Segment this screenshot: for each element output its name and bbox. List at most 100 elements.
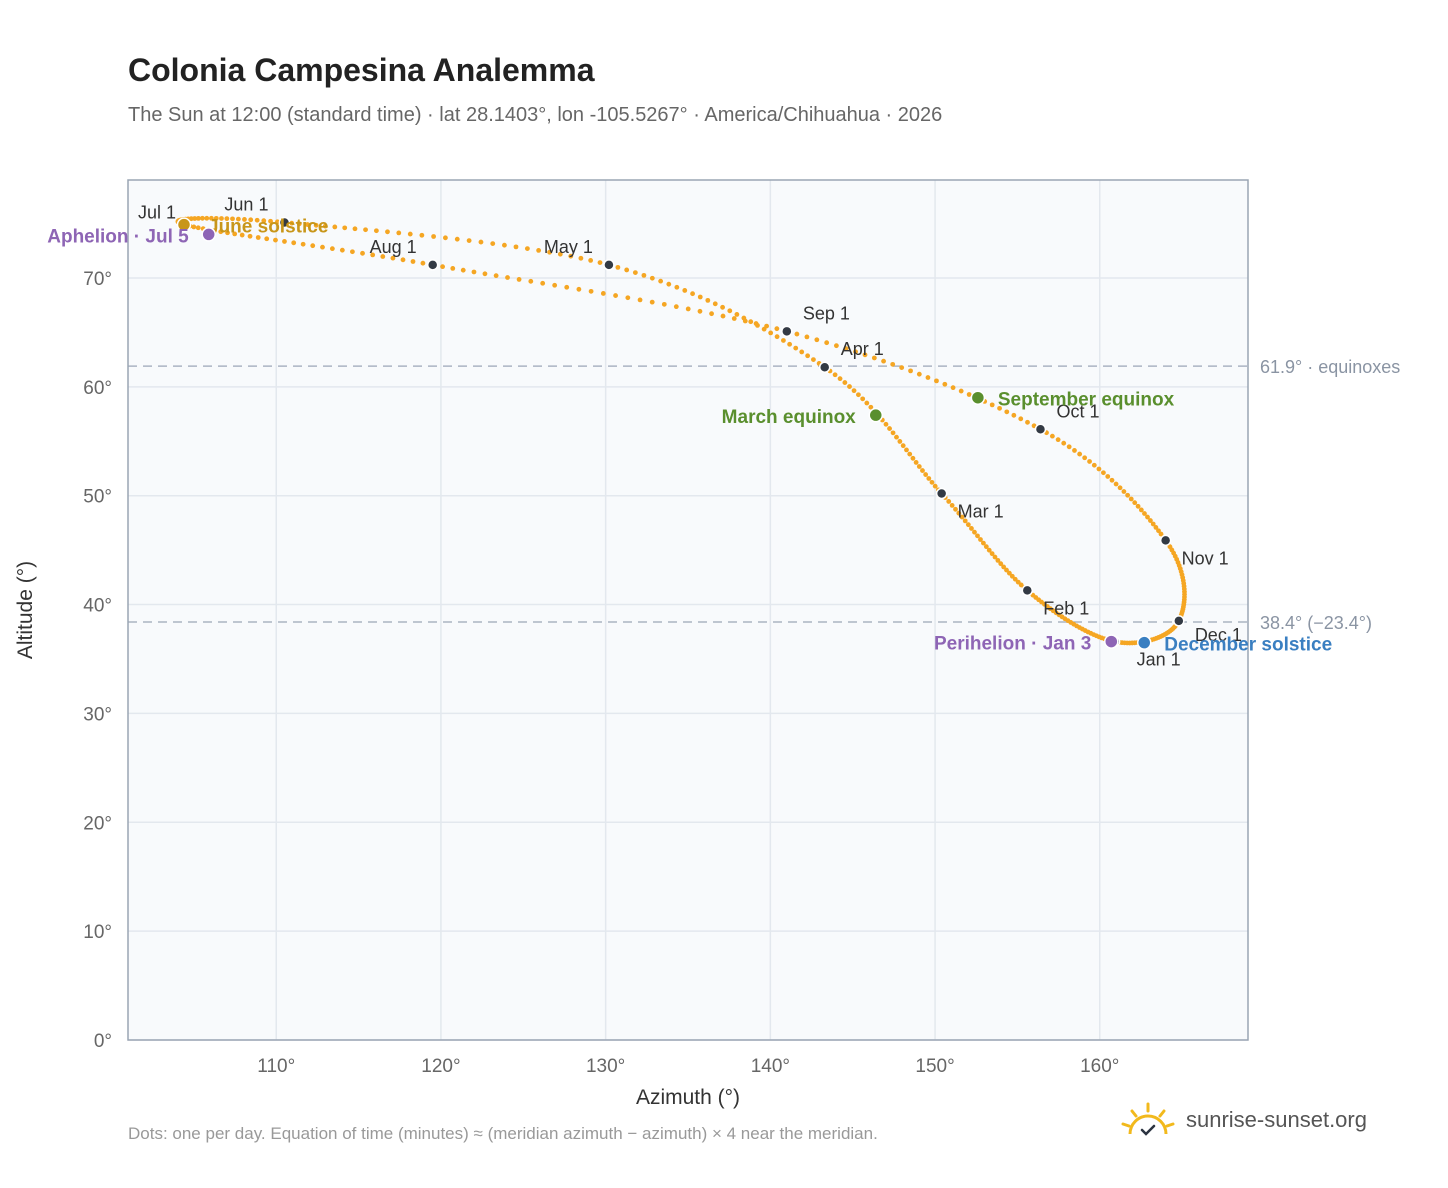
day-dot — [949, 502, 955, 508]
day-dot — [1101, 470, 1106, 476]
day-dot — [329, 246, 335, 252]
day-dot — [856, 392, 861, 398]
day-dot — [273, 237, 278, 243]
day-dot — [950, 385, 956, 391]
month-label: Dec 1 — [1195, 625, 1242, 645]
day-dot — [1153, 524, 1159, 530]
y-tick-label: 40° — [83, 596, 112, 617]
day-dot — [641, 272, 647, 278]
day-dot — [516, 277, 522, 282]
day-dot — [505, 275, 510, 280]
footnote: Dots: one per day. Equation of time (min… — [128, 1124, 878, 1143]
day-dot — [1018, 582, 1024, 588]
day-dot — [385, 229, 390, 235]
day-dot — [204, 215, 210, 221]
day-dot — [774, 334, 780, 340]
day-dot — [1142, 511, 1147, 516]
day-dot — [899, 365, 905, 371]
day-dot — [1025, 419, 1030, 425]
day-dot — [597, 260, 603, 266]
day-dot — [339, 247, 345, 253]
day-dot — [536, 247, 542, 253]
month-marker — [1159, 534, 1172, 547]
month-marker — [426, 259, 439, 271]
day-dot — [588, 288, 594, 294]
day-dot — [978, 537, 983, 542]
day-dot — [407, 231, 413, 237]
event-marker — [176, 217, 192, 232]
day-dot — [674, 284, 680, 290]
day-dot — [1004, 409, 1010, 415]
y-tick-label: 50° — [83, 487, 112, 508]
brand[interactable]: sunrise-sunset.org — [1120, 1100, 1367, 1140]
day-dot — [897, 439, 903, 444]
day-dot — [352, 226, 358, 232]
day-dot — [959, 514, 965, 520]
day-dot — [811, 357, 816, 362]
day-dot — [400, 257, 406, 263]
day-dot — [986, 547, 992, 553]
day-dot — [1066, 444, 1072, 450]
day-dot — [440, 264, 445, 270]
x-tick-label: 110° — [257, 1056, 295, 1077]
month-marker — [818, 361, 831, 373]
day-dot — [225, 230, 230, 236]
month-marker — [781, 325, 793, 338]
day-dot — [731, 316, 737, 321]
day-dot — [981, 540, 986, 546]
day-dot — [600, 291, 606, 296]
month-marker — [1173, 615, 1185, 627]
day-dot — [753, 321, 759, 326]
day-dot — [524, 246, 530, 251]
day-dot — [1011, 412, 1017, 418]
x-tick-label: 120° — [421, 1056, 460, 1077]
event-label: March equinox — [722, 407, 857, 428]
day-dot — [1091, 462, 1097, 468]
day-dot — [843, 346, 849, 352]
day-dot — [658, 278, 664, 284]
day-dot — [224, 216, 230, 222]
day-dot — [774, 326, 780, 332]
day-dot — [200, 215, 205, 221]
month-label: Jul 1 — [138, 203, 176, 223]
day-dot — [794, 331, 800, 337]
day-dot — [908, 368, 913, 374]
day-dot — [1150, 521, 1156, 527]
day-dot — [910, 455, 916, 461]
day-dot — [540, 280, 546, 286]
day-dot — [814, 337, 820, 343]
day-dot — [289, 220, 295, 226]
day-dot — [712, 301, 718, 307]
day-dot — [720, 313, 726, 319]
day-dot — [443, 235, 448, 241]
day-dot — [478, 239, 484, 245]
day-dot — [916, 371, 922, 377]
chart-markers: Jan 1 Feb 1 Mar 1 Apr 1 May 1 Jun 1 Jul 1 Aug 1… — [47, 194, 1332, 669]
day-dot — [890, 430, 896, 436]
day-dot — [946, 499, 952, 504]
day-dot — [748, 319, 754, 325]
day-dot — [268, 218, 273, 224]
day-dot — [989, 402, 995, 408]
month-label: Mar 1 — [958, 502, 1004, 522]
day-dot — [513, 244, 519, 250]
day-dot — [192, 216, 198, 221]
day-dot — [615, 264, 621, 270]
day-dot — [390, 255, 396, 261]
day-dot — [934, 378, 939, 384]
day-dot — [195, 225, 201, 231]
x-tick-label: 160° — [1080, 1056, 1119, 1077]
y-tick-label: 60° — [83, 378, 112, 399]
day-dot — [275, 219, 280, 225]
month-label: Jan 1 — [1137, 650, 1181, 670]
day-dot — [208, 215, 214, 221]
day-dot — [709, 311, 714, 317]
day-dot — [837, 376, 843, 382]
day-dot — [904, 447, 909, 453]
day-dot — [727, 308, 733, 314]
day-dot — [697, 308, 703, 314]
day-dot — [972, 529, 977, 535]
day-dot — [1009, 573, 1015, 579]
x-tick-label: 150° — [915, 1056, 954, 1077]
day-dot — [804, 334, 810, 340]
